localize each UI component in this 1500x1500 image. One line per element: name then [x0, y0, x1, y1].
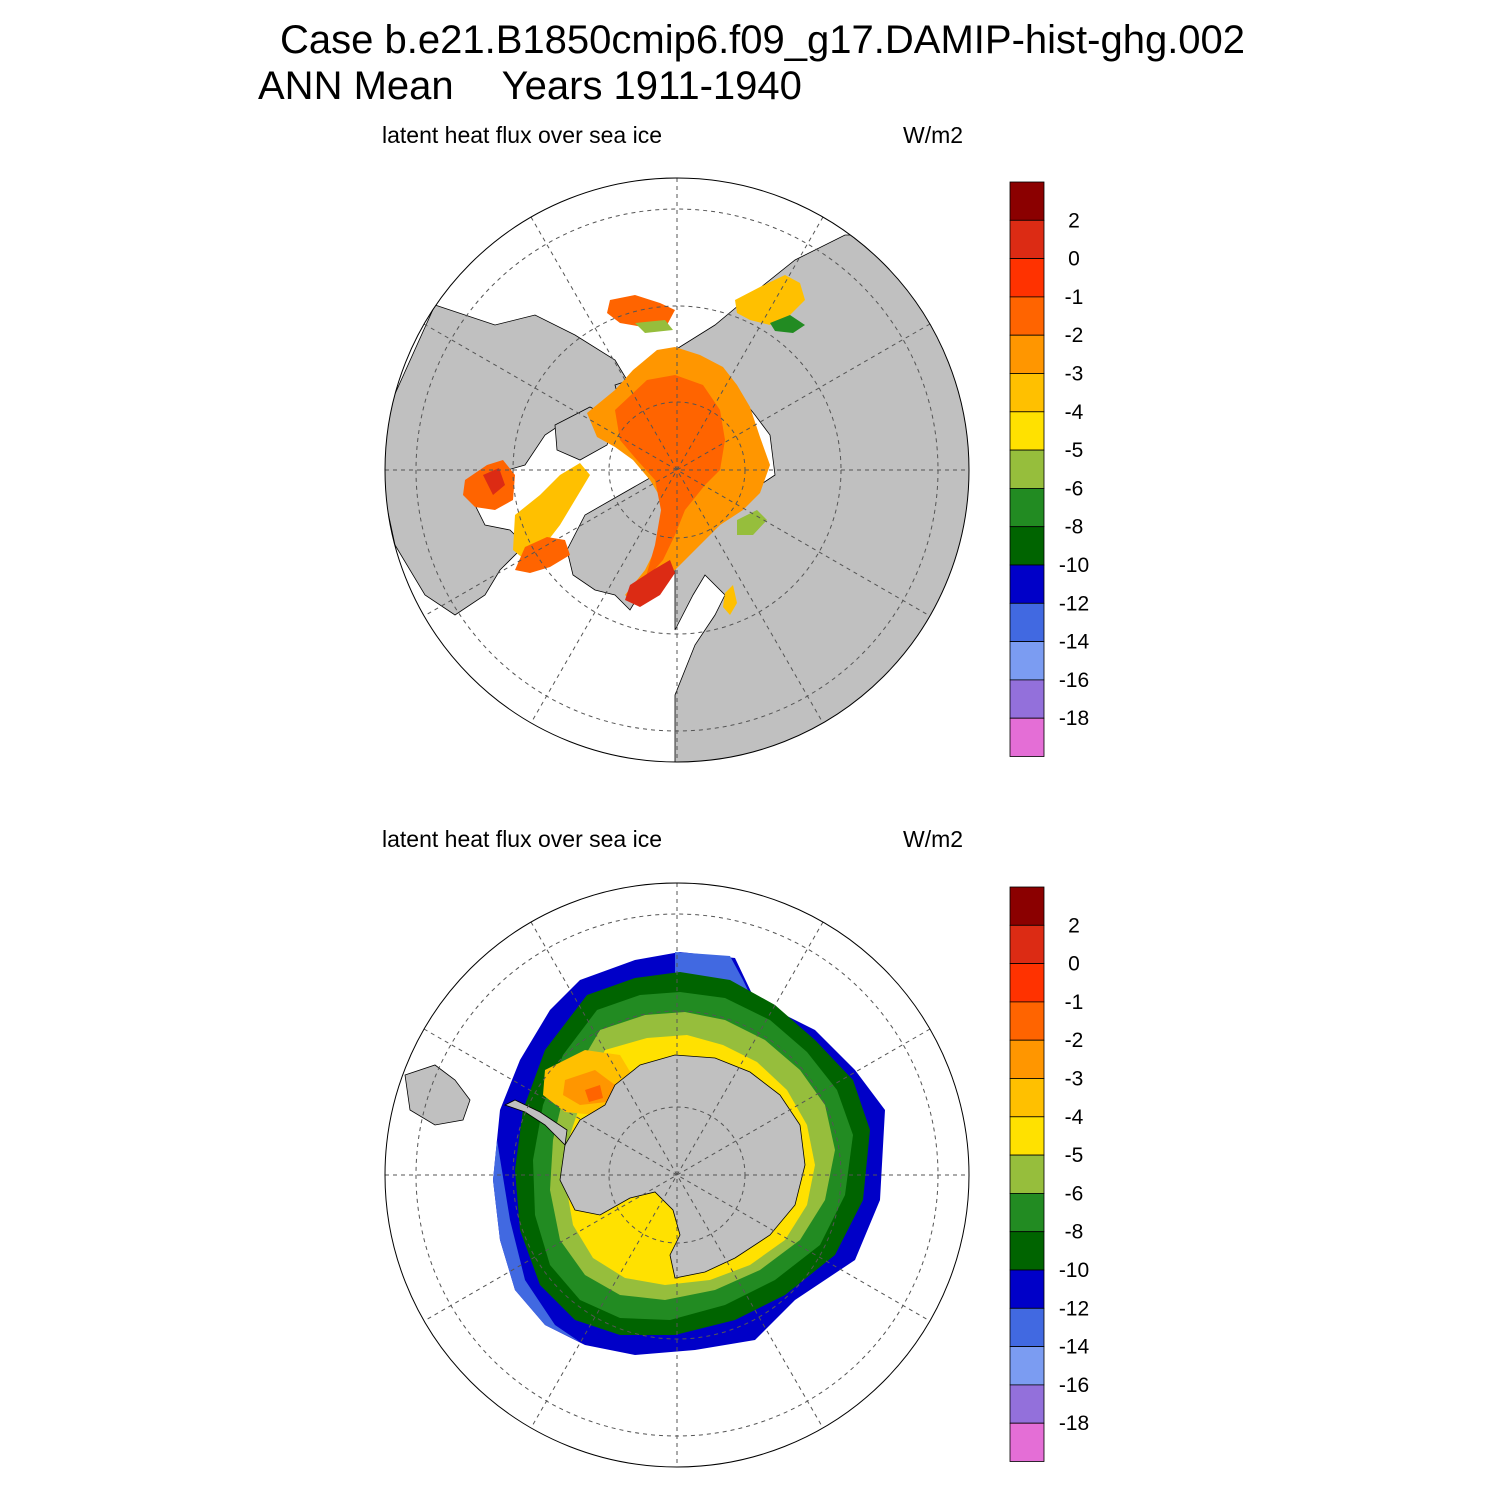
nh-sea-ice-labrador — [515, 537, 570, 573]
sh-map-border — [384, 882, 970, 1468]
sh-colorbar-tick-label: -3 — [1065, 1068, 1084, 1091]
sh-colorbar-box — [1009, 1422, 1045, 1462]
nh-colorbar-box — [1009, 181, 1045, 221]
sh-colorbar-tick-label: -4 — [1065, 1106, 1084, 1129]
nh-colorbar-box — [1009, 602, 1045, 642]
nh-colorbar: 2 0 -1 -2 -3 -4 -5 -6 -8 -10 -12 -14 -16 -18 — [1009, 181, 1090, 757]
sh-colorbar-tick-label: -8 — [1065, 1221, 1084, 1244]
sh-colorbar-box — [1009, 1078, 1045, 1118]
nh-variable-label: latent heat flux over sea ice — [382, 122, 662, 148]
sh-colorbar: 2 0 -1 -2 -3 -4 -5 -6 -8 -10 -12 -14 -16 -18 — [1009, 886, 1090, 1462]
sh-colorbar-tick-label: -12 — [1059, 1297, 1089, 1320]
nh-colorbar-tick-label: -6 — [1065, 477, 1084, 500]
sh-land-peninsula — [503, 1099, 568, 1146]
sh-colorbar-tick-label: 2 — [1068, 914, 1080, 937]
sh-colorbar-tick-label: -14 — [1059, 1336, 1090, 1359]
nh-polar-map — [384, 177, 970, 763]
nh-colorbar-box — [1009, 641, 1045, 681]
sh-colorbar-tick-label: -18 — [1059, 1412, 1089, 1435]
nh-colorbar-box — [1009, 717, 1045, 757]
nh-sea-ice-hudson-core — [483, 468, 505, 495]
sh-colorbar-box — [1009, 1039, 1045, 1079]
sh-colorbar-tick-label: -1 — [1065, 991, 1084, 1014]
sh-units-label: W/m2 — [903, 826, 964, 852]
nh-colorbar-tick-label: 2 — [1068, 209, 1080, 232]
nh-colorbar-tick-label: -3 — [1065, 363, 1084, 386]
nh-colorbar-box — [1009, 334, 1045, 374]
nh-colorbar-box — [1009, 564, 1045, 604]
sh-colorbar-tick-label: -5 — [1065, 1144, 1084, 1167]
season-label: ANN Mean — [258, 64, 454, 108]
sh-polar-map — [384, 882, 970, 1468]
nh-colorbar-box — [1009, 296, 1045, 336]
sh-colorbar-tick-label: 0 — [1068, 953, 1080, 976]
sh-colorbar-box — [1009, 1154, 1045, 1194]
sh-colorbar-box — [1009, 963, 1045, 1003]
years-label: Years 1911-1940 — [501, 64, 802, 108]
sh-variable-label: latent heat flux over sea ice — [382, 826, 662, 852]
nh-colorbar-tick-label: -12 — [1059, 592, 1089, 615]
sh-colorbar-box — [1009, 1307, 1045, 1347]
nh-sea-ice-east-greenland — [625, 560, 675, 607]
nh-colorbar-tick-label: -18 — [1059, 707, 1089, 730]
nh-colorbar-tick-label: -10 — [1059, 554, 1089, 577]
nh-colorbar-box — [1009, 411, 1045, 451]
nh-colorbar-box — [1009, 219, 1045, 259]
sh-colorbar-tick-label: -10 — [1059, 1259, 1089, 1282]
sh-colorbar-tick-label: -16 — [1059, 1374, 1089, 1397]
nh-colorbar-tick-label: -5 — [1065, 439, 1084, 462]
sh-graticule — [385, 883, 969, 1467]
nh-colorbar-tick-label: -14 — [1059, 631, 1090, 654]
sh-colorbar-box — [1009, 1346, 1045, 1386]
sh-sea-ice-weddell-peak — [585, 1085, 603, 1102]
nh-sea-ice-bering — [607, 295, 675, 327]
sh-colorbar-box — [1009, 924, 1045, 964]
nh-sea-ice-baltic — [723, 585, 737, 615]
nh-colorbar-box — [1009, 526, 1045, 566]
sh-colorbar-labels: 2 0 -1 -2 -3 -4 -5 -6 -8 -10 -12 -14 -16 -18 — [1059, 914, 1090, 1435]
nh-colorbar-tick-label: -1 — [1065, 286, 1084, 309]
nh-colorbar-tick-label: -4 — [1065, 401, 1084, 424]
nh-sea-ice-bering-edge — [635, 320, 673, 333]
sh-colorbar-tick-label: -6 — [1065, 1182, 1084, 1205]
nh-sea-ice-baffin — [513, 463, 590, 560]
period-title: ANN Mean Years 1911-1940 — [258, 64, 802, 109]
nh-sea-ice-barents-edge — [737, 510, 767, 535]
nh-map-border — [384, 177, 970, 763]
case-title: Case b.e21.B1850cmip6.f09_g17.DAMIP-hist… — [280, 18, 1246, 62]
nh-colorbar-box — [1009, 258, 1045, 298]
nh-units-label: W/m2 — [903, 122, 964, 148]
sh-colorbar-box — [1009, 1192, 1045, 1233]
nh-sea-ice-okhotsk-edge — [770, 315, 805, 333]
nh-colorbar-box — [1009, 679, 1045, 719]
nh-graticule — [385, 178, 969, 762]
sh-land-south-america — [404, 1064, 471, 1126]
sh-colorbar-box — [1009, 1001, 1045, 1041]
sh-colorbar-box — [1009, 1116, 1045, 1156]
nh-colorbar-boxes — [1009, 181, 1045, 757]
nh-colorbar-labels: 2 0 -1 -2 -3 -4 -5 -6 -8 -10 -12 -14 -16 -18 — [1059, 209, 1090, 730]
nh-colorbar-box — [1009, 487, 1045, 528]
sh-colorbar-boxes — [1009, 886, 1045, 1462]
nh-sea-ice-core — [615, 375, 725, 580]
nh-colorbar-tick-label: -2 — [1065, 324, 1084, 347]
sh-colorbar-box — [1009, 1384, 1045, 1424]
nh-colorbar-tick-label: -8 — [1065, 516, 1084, 539]
nh-colorbar-tick-label: -16 — [1059, 669, 1089, 692]
nh-sea-ice-okhotsk — [735, 275, 805, 325]
nh-colorbar-box — [1009, 449, 1045, 489]
nh-colorbar-tick-label: 0 — [1068, 248, 1080, 271]
sh-colorbar-box — [1009, 886, 1045, 926]
sh-colorbar-box — [1009, 1269, 1045, 1309]
sh-colorbar-tick-label: -2 — [1065, 1029, 1084, 1052]
nh-colorbar-box — [1009, 373, 1045, 413]
sh-colorbar-box — [1009, 1231, 1045, 1271]
